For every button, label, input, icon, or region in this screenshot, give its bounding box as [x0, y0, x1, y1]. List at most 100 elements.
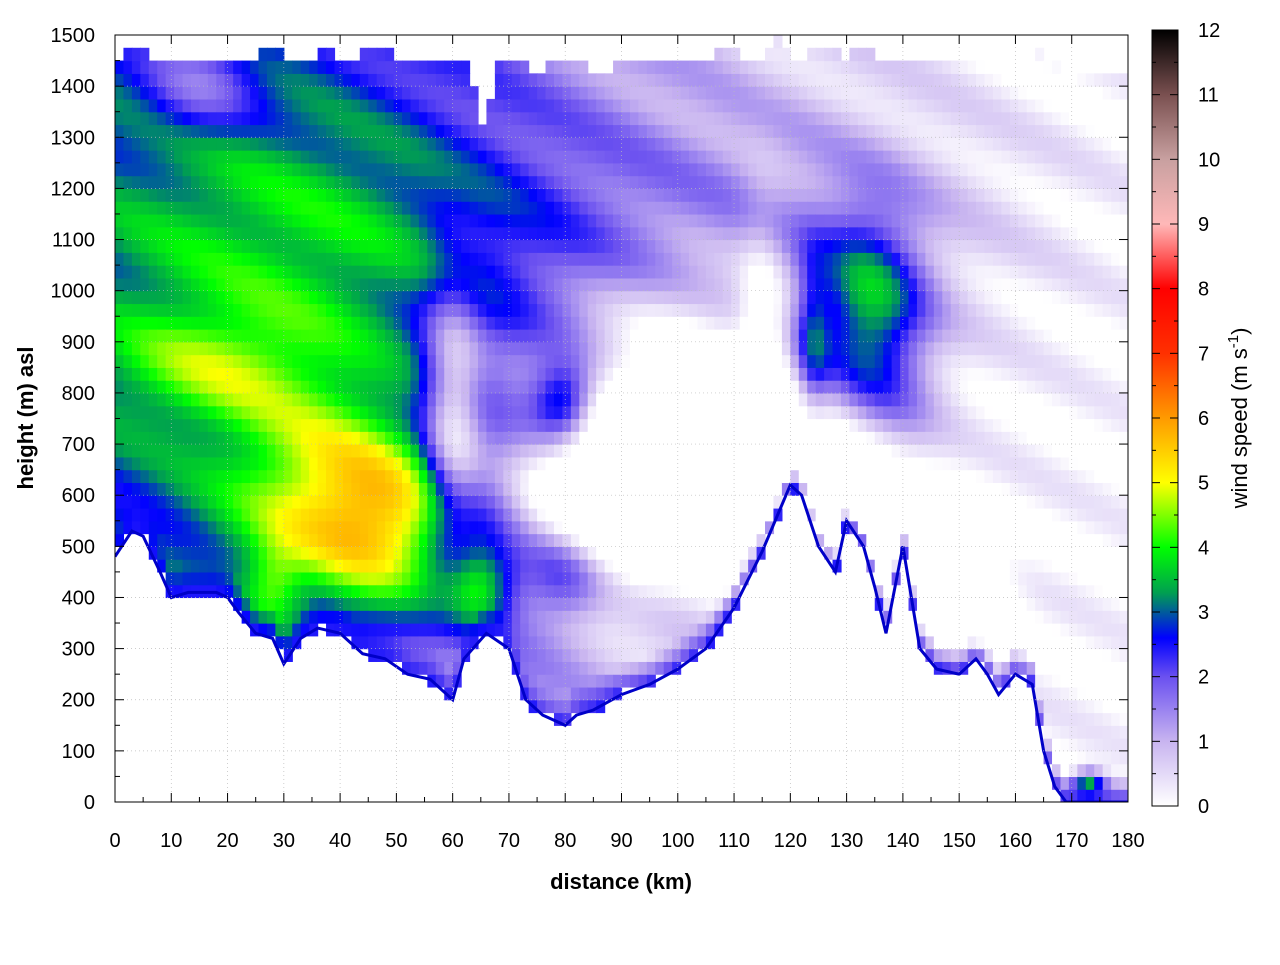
heatmap-cell	[131, 213, 141, 228]
heatmap-cell	[672, 277, 682, 292]
heatmap-cell	[435, 380, 445, 394]
heatmap-cell	[452, 303, 462, 317]
heatmap-cell	[883, 98, 893, 113]
heatmap-cell	[545, 86, 555, 100]
heatmap-cell	[376, 380, 386, 394]
heatmap-cell	[705, 597, 715, 611]
heatmap-cell	[300, 316, 310, 330]
heatmap-cell	[570, 699, 580, 714]
heatmap-cell	[258, 98, 268, 113]
heatmap-cell	[258, 111, 268, 126]
heatmap-cell	[705, 367, 715, 381]
heatmap-cell	[461, 367, 471, 381]
heatmap-cell	[1026, 661, 1036, 675]
heatmap-cell	[587, 98, 597, 113]
heatmap-cell	[418, 380, 428, 394]
heatmap-cell	[722, 469, 732, 484]
heatmap-cell	[672, 584, 682, 599]
heatmap-cell	[748, 405, 758, 420]
heatmap-cell	[140, 316, 150, 330]
heatmap-cell	[461, 73, 471, 87]
heatmap-cell	[410, 73, 420, 87]
heatmap-cell	[148, 456, 158, 471]
heatmap-cell	[393, 635, 403, 650]
heatmap-cell	[342, 623, 352, 637]
heatmap-cell	[216, 316, 226, 330]
heatmap-cell	[385, 239, 395, 253]
heatmap-cell	[621, 290, 631, 305]
heatmap-cell	[933, 559, 943, 573]
heatmap-cell	[494, 290, 504, 305]
heatmap-cell	[849, 111, 859, 126]
heatmap-cell	[131, 47, 141, 62]
heatmap-cell	[629, 507, 639, 522]
heatmap-cell	[900, 226, 910, 241]
heatmap-cell	[418, 559, 428, 573]
heatmap-cell	[849, 316, 859, 330]
heatmap-cell	[233, 571, 243, 586]
heatmap-cell	[765, 213, 775, 228]
heatmap-cell	[883, 265, 893, 279]
heatmap-cell	[1026, 495, 1036, 509]
heatmap-cell	[984, 341, 994, 356]
heatmap-cell	[275, 73, 285, 87]
heatmap-cell	[452, 533, 462, 547]
heatmap-cell	[596, 137, 606, 151]
heatmap-cell	[933, 341, 943, 356]
heatmap-cell	[933, 98, 943, 113]
heatmap-cell	[967, 469, 977, 484]
heatmap-cell	[283, 495, 293, 509]
heatmap-cell	[182, 252, 192, 266]
heatmap-cell	[224, 290, 234, 305]
heatmap-cell	[781, 341, 791, 356]
heatmap-cell	[241, 341, 251, 356]
heatmap-cell	[916, 98, 926, 113]
heatmap-cell	[1001, 226, 1011, 241]
heatmap-cell	[385, 546, 395, 560]
heatmap-cell	[976, 559, 986, 573]
heatmap-cell	[604, 175, 614, 189]
heatmap-cell	[537, 252, 547, 266]
heatmap-cell	[326, 265, 336, 279]
heatmap-cell	[815, 60, 825, 74]
heatmap-cell	[477, 316, 488, 330]
heatmap-cell	[368, 456, 378, 471]
heatmap-cell	[916, 175, 926, 189]
heatmap-cell	[925, 188, 935, 202]
heatmap-cell	[537, 456, 547, 471]
heatmap-cell	[722, 60, 732, 74]
heatmap-cell	[148, 73, 158, 87]
heatmap-cell	[680, 354, 690, 368]
heatmap-cell	[942, 329, 952, 343]
heatmap-cell	[781, 162, 791, 177]
heatmap-cell	[933, 213, 943, 228]
heatmap-cell	[275, 635, 285, 650]
heatmap-cell	[638, 98, 648, 113]
heatmap-cell	[621, 495, 631, 509]
heatmap-cell	[1043, 648, 1053, 662]
heatmap-cell	[883, 559, 893, 573]
heatmap-cell	[182, 329, 192, 343]
heatmap-cell	[469, 175, 479, 189]
heatmap-cell	[748, 213, 758, 228]
heatmap-cell	[781, 86, 791, 100]
heatmap-cell	[570, 73, 580, 87]
heatmap-cell	[984, 648, 994, 662]
heatmap-cell	[1035, 188, 1045, 202]
heatmap-cell	[469, 213, 479, 228]
heatmap-cell	[174, 239, 184, 253]
heatmap-cell	[959, 597, 969, 611]
heatmap-cell	[604, 303, 614, 317]
heatmap-cell	[942, 86, 952, 100]
heatmap-cell	[967, 162, 977, 177]
heatmap-cell	[148, 392, 158, 407]
heatmap-cell	[283, 226, 293, 241]
heatmap-cell	[309, 405, 319, 420]
heatmap-cell	[781, 73, 791, 87]
heatmap-cell	[452, 162, 462, 177]
heatmap-cell	[697, 444, 707, 458]
heatmap-cell	[587, 661, 597, 675]
heatmap-cell	[883, 111, 893, 126]
heatmap-cell	[477, 265, 488, 279]
heatmap-cell	[790, 303, 800, 317]
